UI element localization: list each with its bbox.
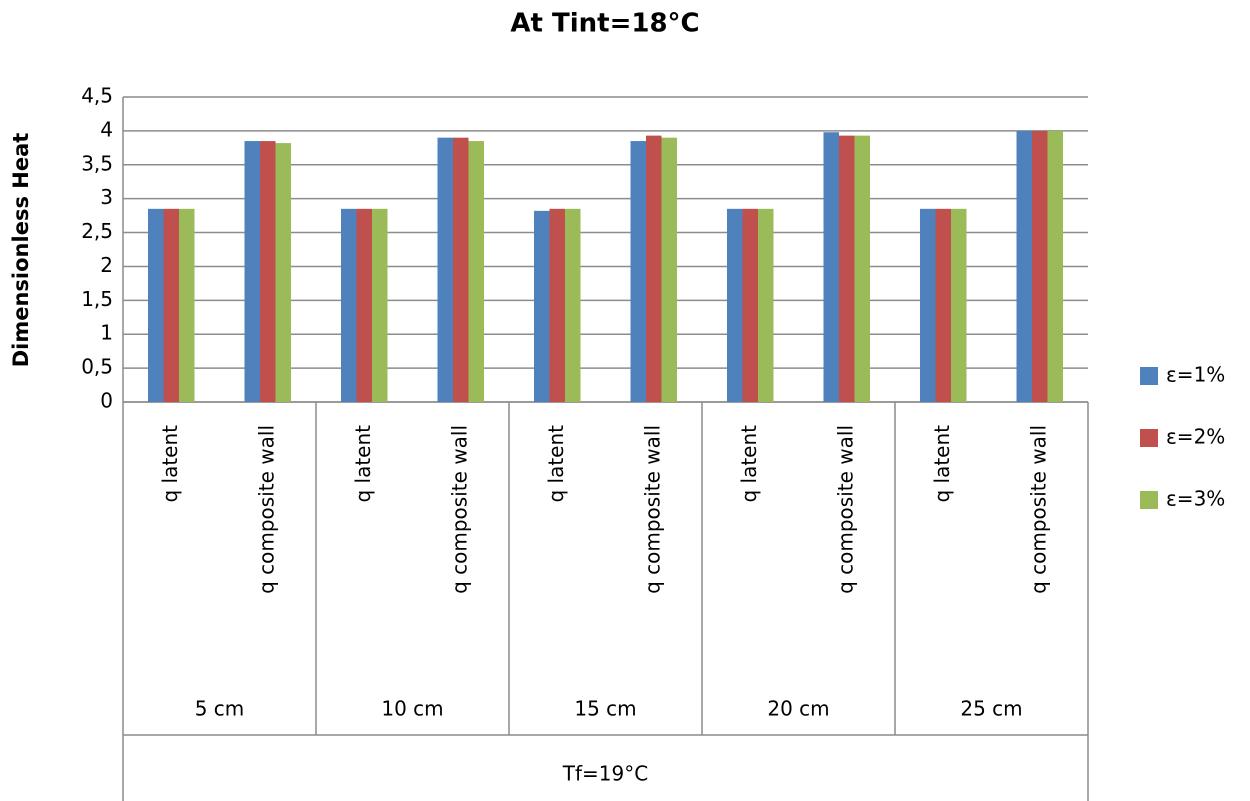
- bar: [920, 208, 936, 402]
- bar: [468, 141, 484, 403]
- group-label: 15 cm: [574, 697, 636, 721]
- legend-swatch: [1140, 491, 1158, 509]
- y-tick-label: 0: [100, 389, 113, 413]
- bar: [661, 137, 677, 402]
- chart-title: At Tint=18°C: [510, 9, 699, 39]
- bar: [935, 208, 951, 402]
- bar: [372, 208, 388, 402]
- bar: [758, 208, 774, 402]
- x-tick-label: q composite wall: [254, 425, 278, 594]
- bar: [275, 143, 291, 403]
- bar: [823, 132, 839, 402]
- group-title: Tf=19°C: [562, 762, 648, 786]
- bar: [244, 141, 260, 403]
- bar: [549, 208, 565, 402]
- bar: [163, 208, 179, 402]
- y-tick-label: 1: [100, 321, 113, 345]
- y-tick-label: 1,5: [81, 287, 113, 311]
- x-tick-label: q composite wall: [833, 425, 857, 594]
- bar: [839, 135, 855, 402]
- bar: [1016, 130, 1032, 402]
- legend-swatch: [1140, 429, 1158, 447]
- bar: [727, 208, 743, 402]
- bar: [341, 208, 357, 402]
- y-tick-label: 3: [100, 185, 113, 209]
- legend-swatch: [1140, 367, 1158, 385]
- bar: [260, 141, 276, 403]
- bar: [742, 208, 758, 402]
- group-label: 10 cm: [381, 697, 443, 721]
- bar: [179, 208, 195, 402]
- y-tick-label: 2: [100, 253, 113, 277]
- x-tick-label: q composite wall: [640, 425, 664, 594]
- bar: [148, 208, 164, 402]
- bar: [630, 141, 646, 403]
- legend-label: ε=2%: [1166, 425, 1225, 449]
- bar: [646, 135, 662, 402]
- group-label: 25 cm: [960, 697, 1022, 721]
- x-tick-label: q latent: [930, 425, 954, 503]
- y-axis-label: Dimensionless Heat: [9, 133, 33, 368]
- bar: [534, 210, 550, 402]
- y-tick-label: 2,5: [81, 219, 113, 243]
- x-tick-label: q composite wall: [447, 425, 471, 594]
- y-tick-label: 4: [100, 117, 113, 141]
- bar: [1032, 130, 1048, 402]
- y-tick-label: 4,5: [81, 84, 113, 108]
- x-tick-label: q composite wall: [1026, 425, 1050, 594]
- legend-label: ε=3%: [1166, 487, 1225, 511]
- bar: [437, 137, 453, 402]
- x-tick-label: q latent: [737, 425, 761, 503]
- group-label: 5 cm: [195, 697, 245, 721]
- bar: [453, 137, 469, 402]
- bar: [951, 208, 967, 402]
- bar: [565, 208, 581, 402]
- bar: [1047, 130, 1063, 402]
- y-tick-label: 3,5: [81, 151, 113, 175]
- legend-label: ε=1%: [1166, 363, 1225, 387]
- group-label: 20 cm: [767, 697, 829, 721]
- x-tick-label: q latent: [351, 425, 375, 503]
- bar: [854, 135, 870, 402]
- bar: [356, 208, 372, 402]
- x-tick-label: q latent: [158, 425, 182, 503]
- y-tick-label: 0,5: [81, 355, 113, 379]
- x-tick-label: q latent: [544, 425, 568, 503]
